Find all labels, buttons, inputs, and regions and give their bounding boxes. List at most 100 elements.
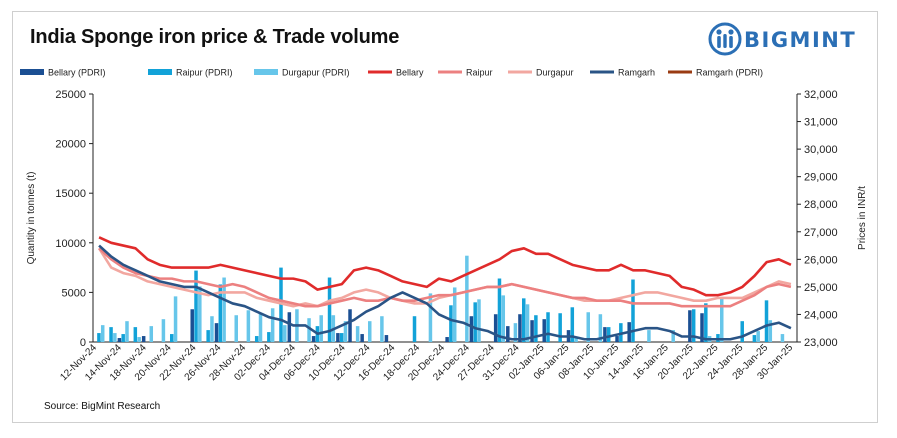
bar-bellary-pdri <box>445 337 449 342</box>
bar-durgapur-pdri <box>368 321 372 342</box>
legend-label: Ramgarh (PDRI) <box>696 68 763 78</box>
bar-bellary-pdri <box>360 334 364 342</box>
bar-durgapur-pdri <box>428 293 433 342</box>
bar-durgapur-pdri <box>586 312 590 342</box>
bar-raipur-pdri <box>764 300 769 342</box>
bar-bellary-pdri <box>384 335 389 342</box>
bar-durgapur-pdri <box>173 296 178 342</box>
bar-raipur-pdri <box>412 316 417 342</box>
bar-raipur-pdri <box>449 305 453 342</box>
left-axis-title: Quantity in tonnes (t) <box>26 172 37 265</box>
bar-raipur-pdri <box>279 267 283 342</box>
bar-raipur-pdri <box>327 277 332 342</box>
bar-durgapur-pdri <box>307 318 311 342</box>
bar-durgapur-pdri <box>477 299 481 342</box>
bar-bellary-pdri <box>542 319 546 342</box>
legend-label: Raipur <box>466 68 493 78</box>
legend-label: Ramgarh <box>618 68 655 78</box>
bar-bellary-pdri <box>311 336 316 342</box>
bar-bellary-pdri <box>348 309 352 342</box>
legend-swatch <box>254 69 278 75</box>
left-axis-tick-label: 15000 <box>55 188 86 200</box>
bar-raipur-pdri <box>109 327 113 342</box>
bar-durgapur-pdri <box>210 316 214 342</box>
bar-bellary-pdri <box>287 312 292 342</box>
legend-swatch <box>20 69 44 75</box>
right-axis-tick-label: 29,000 <box>804 172 838 184</box>
bar-raipur-pdri <box>704 303 708 342</box>
bar-raipur-pdri <box>206 330 210 342</box>
bar-raipur-pdri <box>194 270 198 342</box>
bar-raipur-pdri <box>546 312 550 342</box>
line-bellary <box>98 236 792 297</box>
source-note: Source: BigMint Research <box>44 401 161 412</box>
left-axis-tick-label: 0 <box>80 337 86 349</box>
bar-durgapur-pdri <box>671 330 675 342</box>
legend-swatch <box>148 69 172 75</box>
legend-label: Durgapur <box>536 68 574 78</box>
left-axis-tick-label: 10000 <box>55 238 86 250</box>
bar-durgapur-pdri <box>720 297 724 342</box>
bar-bellary-pdri <box>117 338 122 342</box>
bar-raipur-pdri <box>534 315 538 342</box>
bar-durgapur-pdri <box>501 295 506 342</box>
bar-raipur-pdri <box>121 334 125 342</box>
bar-bellary-pdri <box>518 314 522 342</box>
legend-label: Bellary <box>396 68 424 78</box>
bar-durgapur-pdri <box>222 277 226 342</box>
bar-durgapur-pdri <box>149 326 154 342</box>
bar-raipur-pdri <box>133 327 138 342</box>
bar-raipur-pdri <box>558 313 562 342</box>
bar-durgapur-pdri <box>598 314 603 342</box>
left-axis-tick-label: 25000 <box>55 89 86 101</box>
bar-raipur-pdri <box>740 321 744 342</box>
bar-raipur-pdri <box>218 284 223 342</box>
legend-label: Raipur (PDRI) <box>176 68 233 78</box>
bar-durgapur-pdri <box>380 316 384 342</box>
bar-durgapur-pdri <box>465 255 469 342</box>
bar-raipur-pdri <box>691 309 696 342</box>
right-axis-tick-label: 23,000 <box>804 337 838 349</box>
bar-raipur-pdri <box>170 334 174 342</box>
right-axis-tick-label: 24,000 <box>804 309 838 321</box>
brand-name: BIGMINT <box>744 28 857 52</box>
bar-durgapur-pdri <box>113 333 117 342</box>
bar-durgapur-pdri <box>137 337 141 342</box>
line-ramgarh <box>98 244 792 341</box>
bar-durgapur-pdri <box>343 321 348 342</box>
bar-durgapur-pdri <box>355 326 360 342</box>
bar-bellary-pdri <box>615 336 619 342</box>
legend-label: Bellary (PDRI) <box>48 68 106 78</box>
bar-bellary-pdri <box>141 336 146 342</box>
bigmint-logo-icon <box>708 22 742 56</box>
bar-durgapur-pdri <box>525 304 530 342</box>
bar-raipur-pdri <box>497 278 502 342</box>
bar-bellary-pdri <box>469 316 474 342</box>
bar-raipur-pdri <box>752 335 757 342</box>
bigmint-logo: BIGMINT <box>708 22 868 56</box>
right-axis-tick-label: 26,000 <box>804 254 838 266</box>
right-axis-tick-label: 31,000 <box>804 117 838 129</box>
bar-raipur-pdri <box>254 336 259 342</box>
chart-title: India Sponge iron price & Trade volume <box>30 26 400 48</box>
bar-bellary-pdri <box>493 314 498 342</box>
line-raipur <box>98 247 792 308</box>
bar-bellary-pdri <box>530 320 534 342</box>
bar-raipur-pdri <box>267 332 271 342</box>
line-durgapur <box>97 247 792 308</box>
bar-durgapur-pdri <box>161 319 166 342</box>
bar-durgapur-pdri <box>270 308 275 342</box>
bar-bellary-pdri <box>190 309 194 342</box>
bar-bellary-pdri <box>506 326 510 342</box>
bar-durgapur-pdri <box>198 286 202 342</box>
bar-durgapur-pdri <box>319 315 323 342</box>
bar-bellary-pdri <box>688 310 692 342</box>
right-axis-tick-label: 27,000 <box>804 227 838 239</box>
chart-frame <box>12 11 878 423</box>
right-axis-tick-label: 28,000 <box>804 199 838 211</box>
right-axis-tick-label: 25,000 <box>804 282 838 294</box>
bar-raipur-pdri <box>570 307 575 342</box>
bar-durgapur-pdri <box>258 313 263 342</box>
bar-raipur-pdri <box>522 298 526 342</box>
